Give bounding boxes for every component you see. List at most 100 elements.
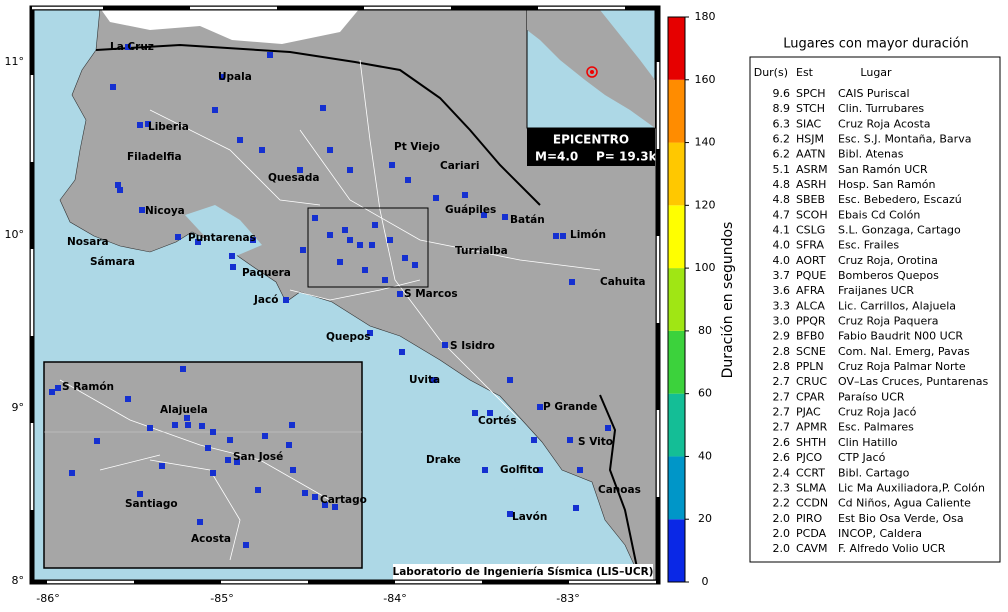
epicenter-box (527, 128, 655, 166)
table-cell: 4.0 (773, 254, 791, 267)
station (225, 457, 231, 463)
table-cell: S.L. Gonzaga, Cartago (838, 224, 961, 237)
table-cell: CTP Jacó (838, 451, 886, 464)
station (577, 467, 583, 473)
station (250, 237, 256, 243)
table-cell: 6.2 (773, 133, 791, 146)
table-cell: Cruz Roja Acosta (838, 117, 931, 130)
colorbar-band (668, 268, 685, 331)
table-cell: 9.6 (773, 87, 791, 100)
station (502, 214, 508, 220)
table-box (749, 56, 1001, 563)
place-label: Lavón (512, 511, 547, 523)
station (462, 192, 468, 198)
station (243, 542, 249, 548)
place-label: Nosara (67, 236, 109, 248)
table-cell: Est Bio Osa Verde, Osa (838, 512, 964, 525)
table-cell: Cd Niños, Agua Caliente (838, 497, 971, 510)
table-cell: Cruz Roja, Orotina (838, 254, 938, 267)
table-cell: Clin Hatillo (838, 436, 898, 449)
colorbar-tick-label: 160 (695, 73, 716, 86)
table-cell: Ebais Cd Colón (838, 208, 920, 221)
place-label: Uvita (409, 374, 440, 386)
place-label: La Cruz (110, 41, 154, 53)
lat-label: 10° (5, 228, 25, 241)
table-cell: 2.9 (773, 330, 791, 343)
place-label: Sámara (90, 256, 135, 268)
table-cell: Clin. Turrubares (838, 102, 924, 115)
station (487, 410, 493, 416)
place-label: Turrialba (455, 245, 508, 257)
table-cell: Esc. S.J. Montaña, Barva (838, 133, 971, 146)
station (227, 437, 233, 443)
place-label: Pt Viejo (394, 141, 440, 153)
station (507, 511, 513, 517)
station (180, 366, 186, 372)
credit: Laboratorio de Ingeniería Sísmica (LIS–U… (393, 566, 654, 578)
table-cell: Hosp. San Ramón (838, 178, 935, 191)
colorbar-tick-label: 40 (698, 449, 712, 462)
column-header: Est (796, 66, 814, 79)
table-cell: Fraijanes UCR (838, 284, 914, 297)
station (347, 167, 353, 173)
station (199, 423, 205, 429)
station (94, 438, 100, 444)
frame-pattern (30, 6, 660, 584)
station (442, 342, 448, 348)
table-cell: PJAC (796, 406, 821, 419)
table-cell: SCOH (796, 208, 828, 221)
station (147, 425, 153, 431)
station (297, 167, 303, 173)
station (382, 277, 388, 283)
table-cell: BFB0 (796, 330, 824, 343)
station (55, 385, 61, 391)
table-cell: 3.6 (773, 284, 791, 297)
place-label: San José (233, 451, 283, 463)
colorbar-band (668, 393, 685, 457)
table-cell: SLMA (796, 481, 827, 494)
table-cell: 2.2 (773, 497, 791, 510)
station (605, 425, 611, 431)
station (337, 259, 343, 265)
place-label: Jacó (253, 294, 278, 306)
table-cell: 2.7 (773, 421, 791, 434)
land (59, 7, 659, 583)
station (322, 502, 328, 508)
table-cell: Bibl. Cartago (838, 466, 910, 479)
place-label: Alajuela (160, 404, 208, 416)
colorbar-band (668, 330, 685, 394)
table-cell: AATN (796, 148, 825, 161)
station (433, 195, 439, 201)
station (289, 422, 295, 428)
station (327, 232, 333, 238)
station (185, 422, 191, 428)
table-cell: STCH (796, 102, 825, 115)
place-label: Cartago (320, 494, 367, 506)
station (237, 137, 243, 143)
table-cell: Esc. Bebedero, Escazú (838, 193, 962, 206)
table-cell: 4.8 (773, 193, 791, 206)
station (367, 330, 373, 336)
table-cell: ASRH (796, 178, 826, 191)
table-cell: 4.1 (773, 224, 791, 237)
station (145, 121, 151, 127)
station (537, 404, 543, 410)
station (125, 44, 131, 50)
station (205, 445, 211, 451)
station (431, 377, 437, 383)
station (137, 491, 143, 497)
table-cell: San Ramón UCR (838, 163, 928, 176)
station (327, 147, 333, 153)
station (569, 279, 575, 285)
table-cell: ASRM (796, 163, 828, 176)
colorbar-tick-label: 140 (695, 136, 716, 149)
station (110, 84, 116, 90)
place-label: Quepos (326, 331, 371, 343)
border (599, 394, 641, 583)
column-header: Dur(s) (754, 66, 788, 79)
station (507, 377, 513, 383)
station (369, 242, 375, 248)
table-cell: 2.8 (773, 360, 791, 373)
lon-label: -86° (36, 592, 59, 605)
colorbar-band (668, 142, 685, 206)
